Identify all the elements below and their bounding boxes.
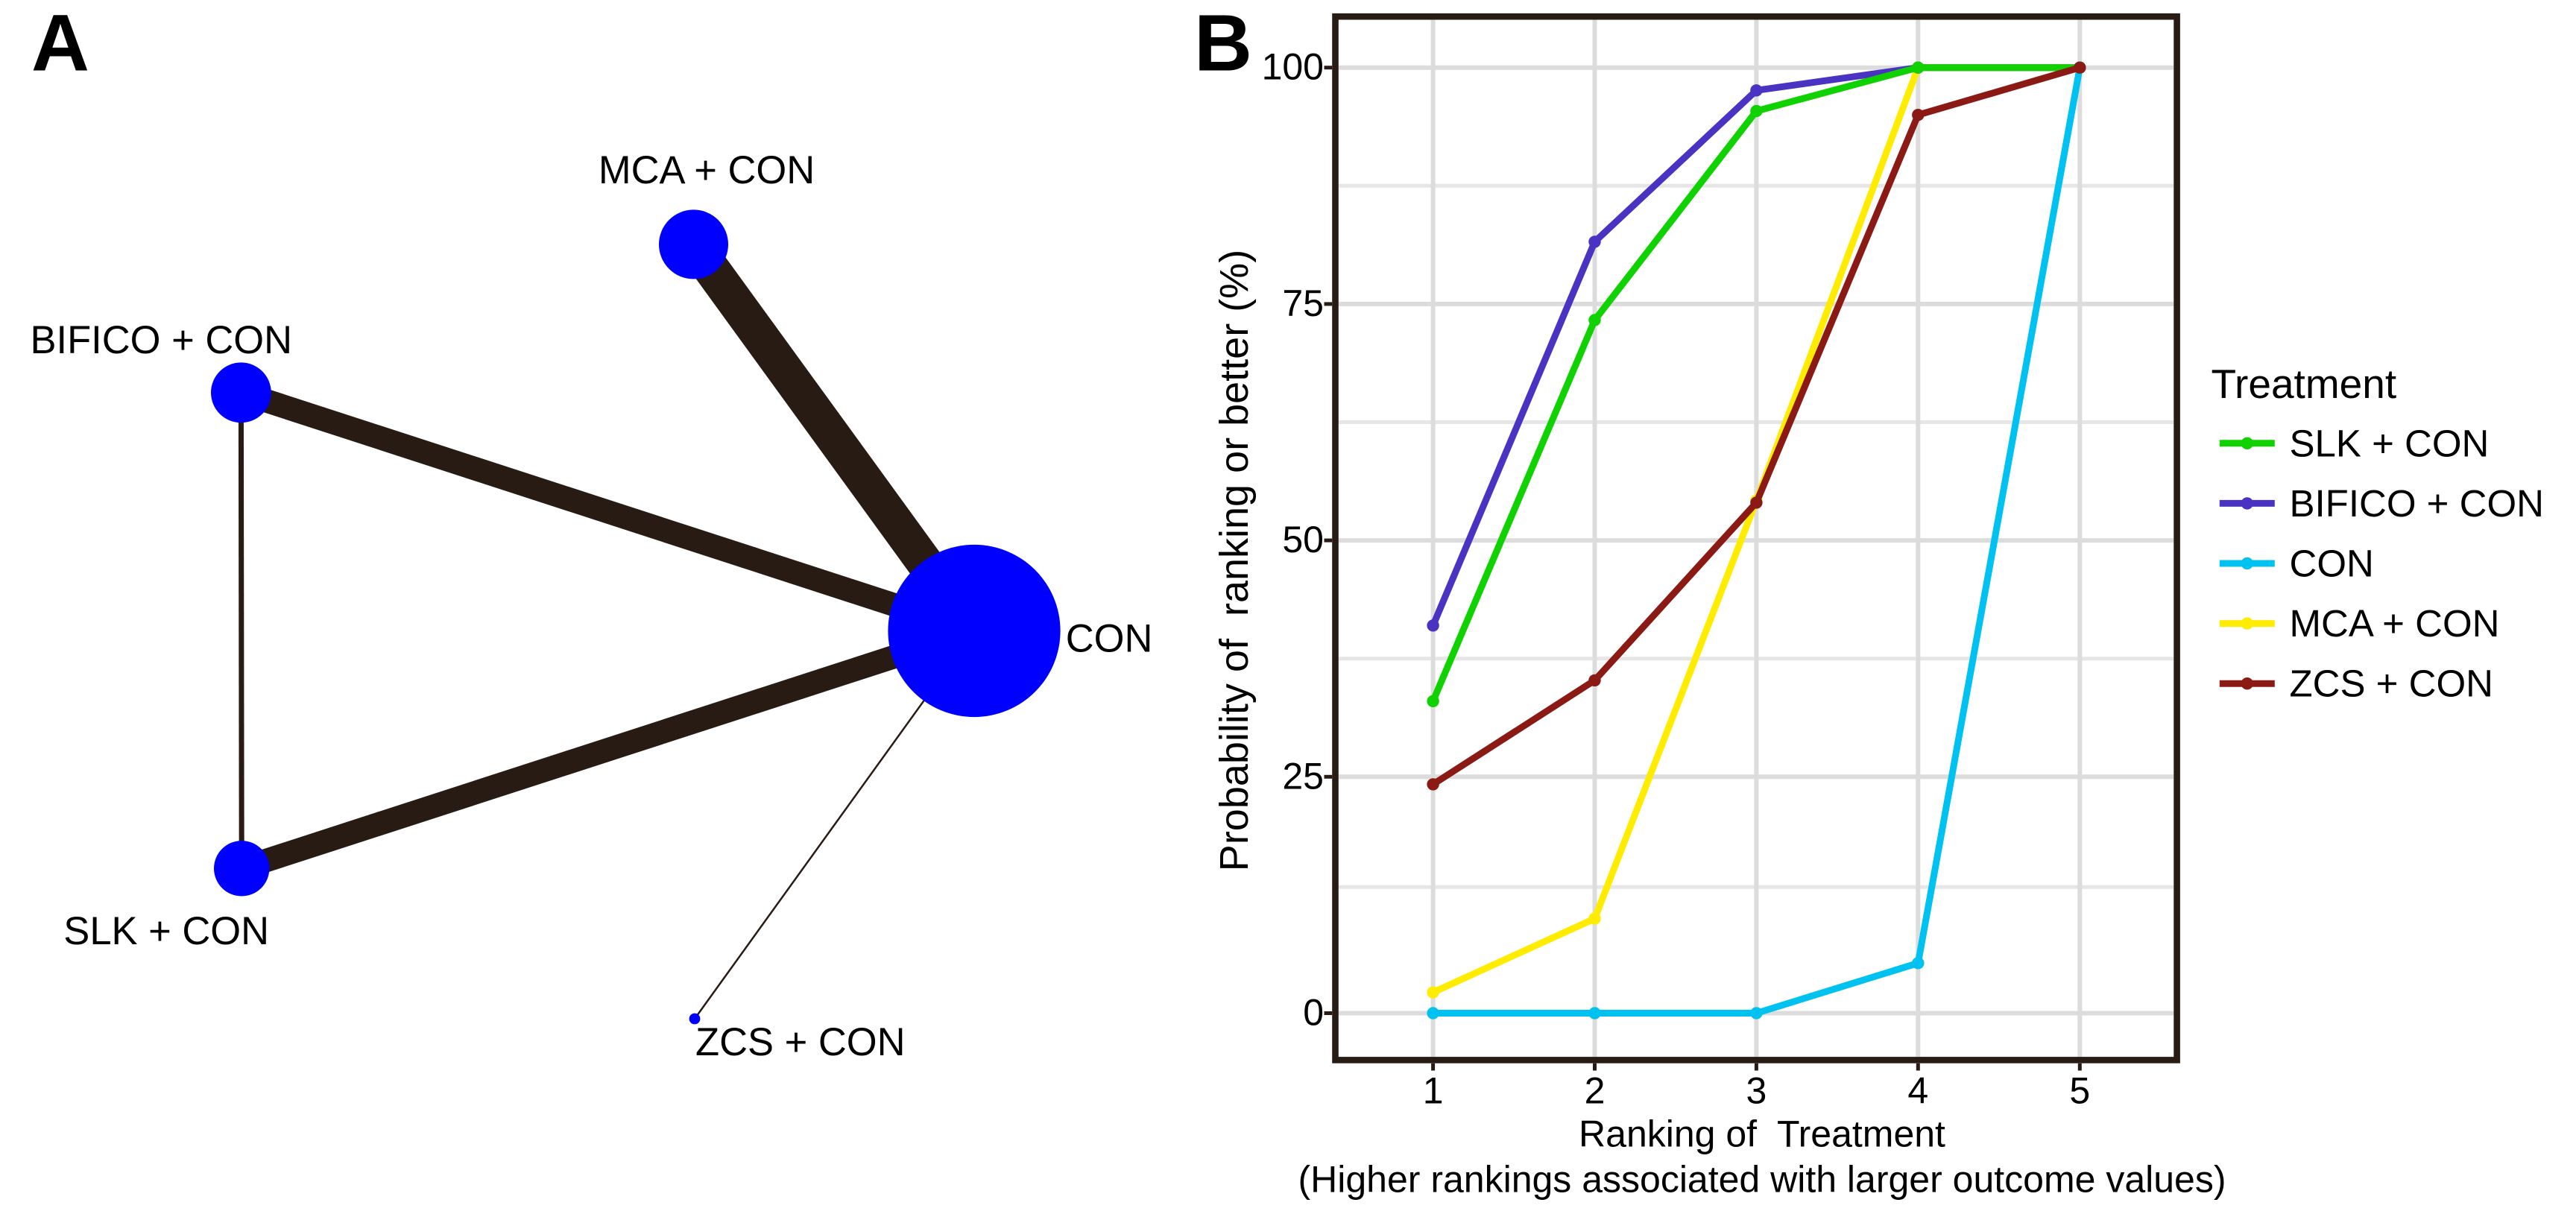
svg-text:A: A	[31, 0, 89, 88]
svg-text:1: 1	[1423, 1070, 1444, 1112]
svg-text:3: 3	[1746, 1070, 1767, 1112]
svg-text:Treatment: Treatment	[2212, 361, 2397, 407]
svg-text:25: 25	[1282, 755, 1324, 797]
svg-text:SLK + CON: SLK + CON	[63, 909, 269, 953]
svg-text:Ranking of Treatment: Ranking of Treatment	[1579, 1113, 1945, 1155]
svg-text:2: 2	[1585, 1070, 1606, 1112]
svg-text:ZCS + CON: ZCS + CON	[2290, 663, 2493, 705]
svg-text:100: 100	[1262, 46, 1324, 88]
svg-text:MCA + CON: MCA + CON	[2290, 602, 2500, 645]
svg-text:50: 50	[1282, 519, 1324, 560]
svg-text:BIFICO + CON: BIFICO + CON	[31, 318, 293, 362]
svg-text:Probability of ranking or bet: Probability of ranking or better (%)	[1212, 250, 1257, 871]
svg-text:MCA + CON: MCA + CON	[599, 148, 815, 192]
svg-text:B: B	[1194, 0, 1252, 88]
svg-text:0: 0	[1303, 992, 1324, 1034]
svg-text:CON: CON	[2290, 543, 2374, 585]
svg-text:ZCS + CON: ZCS + CON	[695, 1020, 906, 1064]
svg-text:SLK + CON: SLK + CON	[2290, 422, 2490, 464]
svg-text:75: 75	[1282, 282, 1324, 324]
svg-text:4: 4	[1907, 1070, 1928, 1112]
svg-text:(Higher rankings associated wi: (Higher rankings associated with larger …	[1298, 1159, 2226, 1201]
svg-text:BIFICO + CON: BIFICO + CON	[2290, 482, 2544, 525]
svg-text:CON: CON	[1066, 616, 1153, 660]
svg-text:5: 5	[2069, 1070, 2090, 1112]
